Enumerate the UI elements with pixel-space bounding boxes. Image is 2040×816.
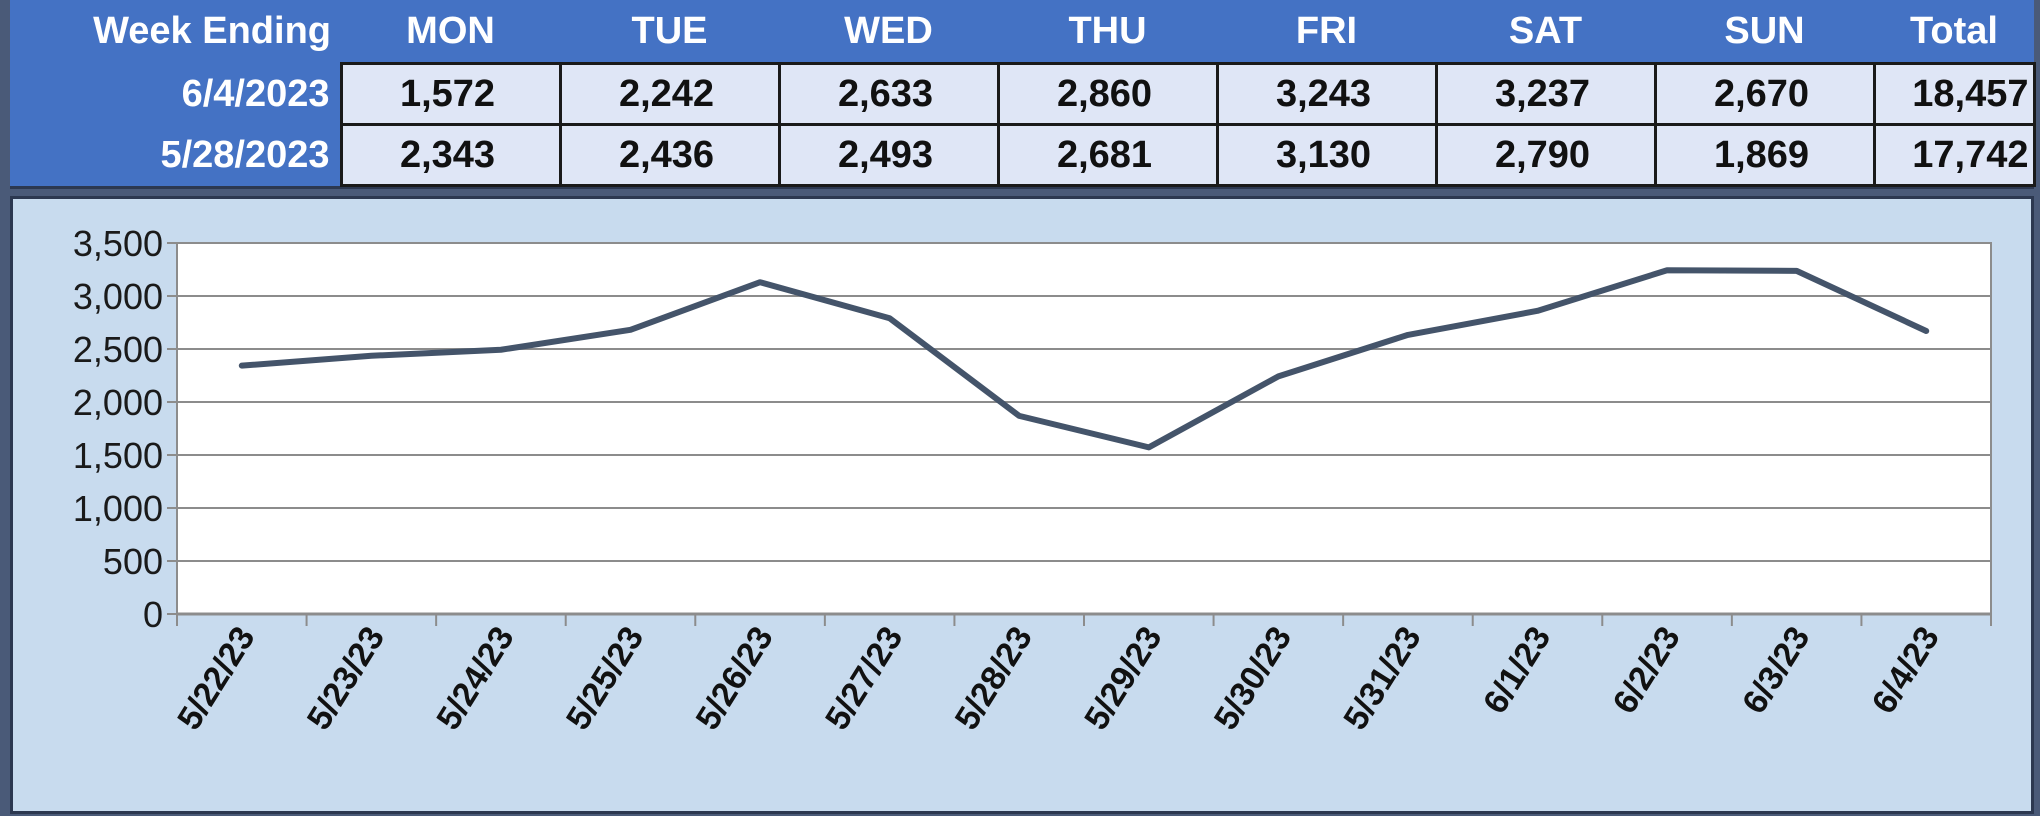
- table-cell: 2,493: [777, 123, 1000, 187]
- line-chart: 0 500 1,000 1,500 2,000 2,500 3,000 3,500 5/22/2…: [73, 223, 1992, 736]
- x-tick-label: 5/22/23: [170, 620, 262, 736]
- x-tick-label: 6/1/23: [1476, 620, 1558, 720]
- table-cell: 2,860: [996, 62, 1219, 126]
- header-sat: SAT: [1436, 0, 1655, 64]
- table-row: 6/4/2023 1,572 2,242 2,633 2,860 3,243 3…: [10, 62, 2036, 126]
- header-sun: SUN: [1655, 0, 1874, 64]
- row-total-cell: 18,457: [1872, 62, 2036, 126]
- y-tick-label: 3,000: [73, 276, 163, 317]
- y-tick-label: 1,000: [73, 488, 163, 529]
- header-thu: THU: [998, 0, 1217, 64]
- x-tick-label: 5/31/23: [1336, 620, 1428, 736]
- table-cell: 3,243: [1215, 62, 1438, 126]
- x-tick-label: 6/4/23: [1865, 620, 1947, 720]
- header-total: Total: [1874, 0, 2034, 64]
- row-week-label: 5/28/2023: [10, 124, 341, 186]
- y-tick-label: 2,000: [73, 382, 163, 423]
- table-header-row: Week Ending MON TUE WED THU FRI SAT SUN …: [10, 0, 2034, 64]
- series-line: [238, 267, 1930, 451]
- header-wed: WED: [779, 0, 998, 64]
- table-cell: 3,130: [1215, 123, 1438, 187]
- weekly-table: Week Ending MON TUE WED THU FRI SAT SUN …: [10, 0, 2036, 187]
- x-tick-label: 5/30/23: [1207, 620, 1299, 736]
- row-total-cell: 17,742: [1872, 123, 2036, 187]
- header-mon: MON: [341, 0, 560, 64]
- line-chart-panel: 0 500 1,000 1,500 2,000 2,500 3,000 3,500 5/22/2…: [10, 196, 2034, 814]
- table-cell: 1,869: [1653, 123, 1876, 187]
- row-week-label: 6/4/2023: [10, 63, 341, 125]
- table-cell: 2,242: [558, 62, 781, 126]
- x-tick-label: 5/26/23: [689, 620, 781, 736]
- table-cell: 2,790: [1434, 123, 1657, 187]
- table-cell: 2,633: [777, 62, 1000, 126]
- table-row: 5/28/2023 2,343 2,436 2,493 2,681 3,130 …: [10, 123, 2036, 187]
- x-tick-label: 5/25/23: [559, 620, 651, 736]
- weekly-table-container: Week Ending MON TUE WED THU FRI SAT SUN …: [10, 0, 2036, 189]
- table-cell: 1,572: [339, 62, 562, 126]
- table-cell: 2,681: [996, 123, 1219, 187]
- y-tick-label: 0: [143, 594, 163, 635]
- y-tick-label: 1,500: [73, 435, 163, 476]
- x-tick-label: 5/24/23: [429, 620, 521, 736]
- x-tick-label: 6/2/23: [1606, 620, 1688, 720]
- x-tick-label: 5/23/23: [300, 620, 392, 736]
- y-tick-label: 500: [103, 541, 163, 582]
- table-cell: 2,343: [339, 123, 562, 187]
- header-fri: FRI: [1217, 0, 1436, 64]
- x-tick-label: 5/28/23: [948, 620, 1040, 736]
- header-tue: TUE: [560, 0, 779, 64]
- table-cell: 2,436: [558, 123, 781, 187]
- plot-area: [176, 242, 1992, 615]
- x-tick-label: 5/29/23: [1077, 620, 1169, 736]
- x-tick-label: 5/27/23: [818, 620, 910, 736]
- header-week-ending: Week Ending: [10, 0, 341, 64]
- x-tick-label: 6/3/23: [1735, 620, 1817, 720]
- table-cell: 2,670: [1653, 62, 1876, 126]
- y-tick-label: 3,500: [73, 223, 163, 264]
- y-tick-label: 2,500: [73, 329, 163, 370]
- table-cell: 3,237: [1434, 62, 1657, 126]
